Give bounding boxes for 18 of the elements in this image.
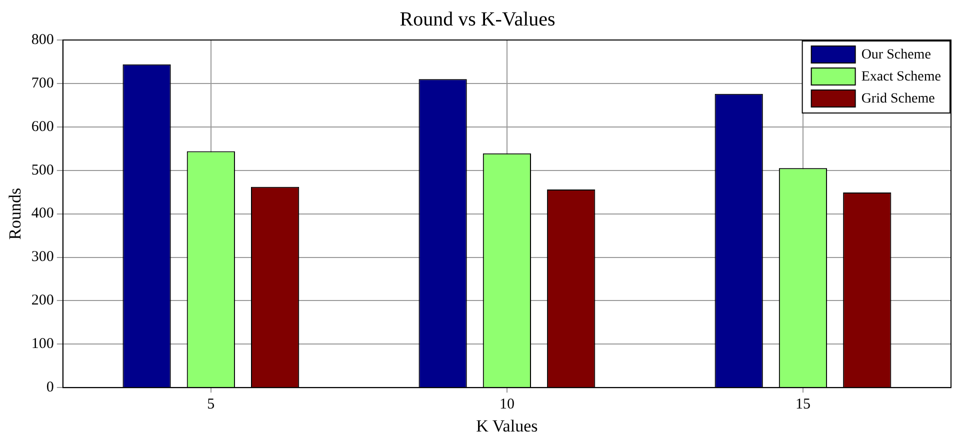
y-tick-label: 300 <box>31 249 54 266</box>
legend-label: Exact Scheme <box>861 70 941 85</box>
x-tick-label: 5 <box>207 396 215 413</box>
y-tick-label: 500 <box>31 162 54 178</box>
y-tick-label: 400 <box>31 206 54 222</box>
y-tick-label: 0 <box>46 380 54 396</box>
y-tick-label: 800 <box>31 32 54 48</box>
chart-title: Round vs K-Values <box>400 8 556 30</box>
legend-label: Grid Scheme <box>861 92 935 107</box>
y-tick-label: 100 <box>31 336 54 352</box>
x-tick-label: 15 <box>795 396 810 413</box>
x-tick-label: 10 <box>499 396 514 413</box>
y-tick-label: 700 <box>31 75 54 92</box>
y-tick-label: 600 <box>31 118 54 135</box>
legend-label: Our Scheme <box>861 48 931 63</box>
y-tick-label: 200 <box>31 292 54 309</box>
y-axis-title: Rounds <box>6 188 25 240</box>
x-axis-title: K Values <box>476 416 538 436</box>
